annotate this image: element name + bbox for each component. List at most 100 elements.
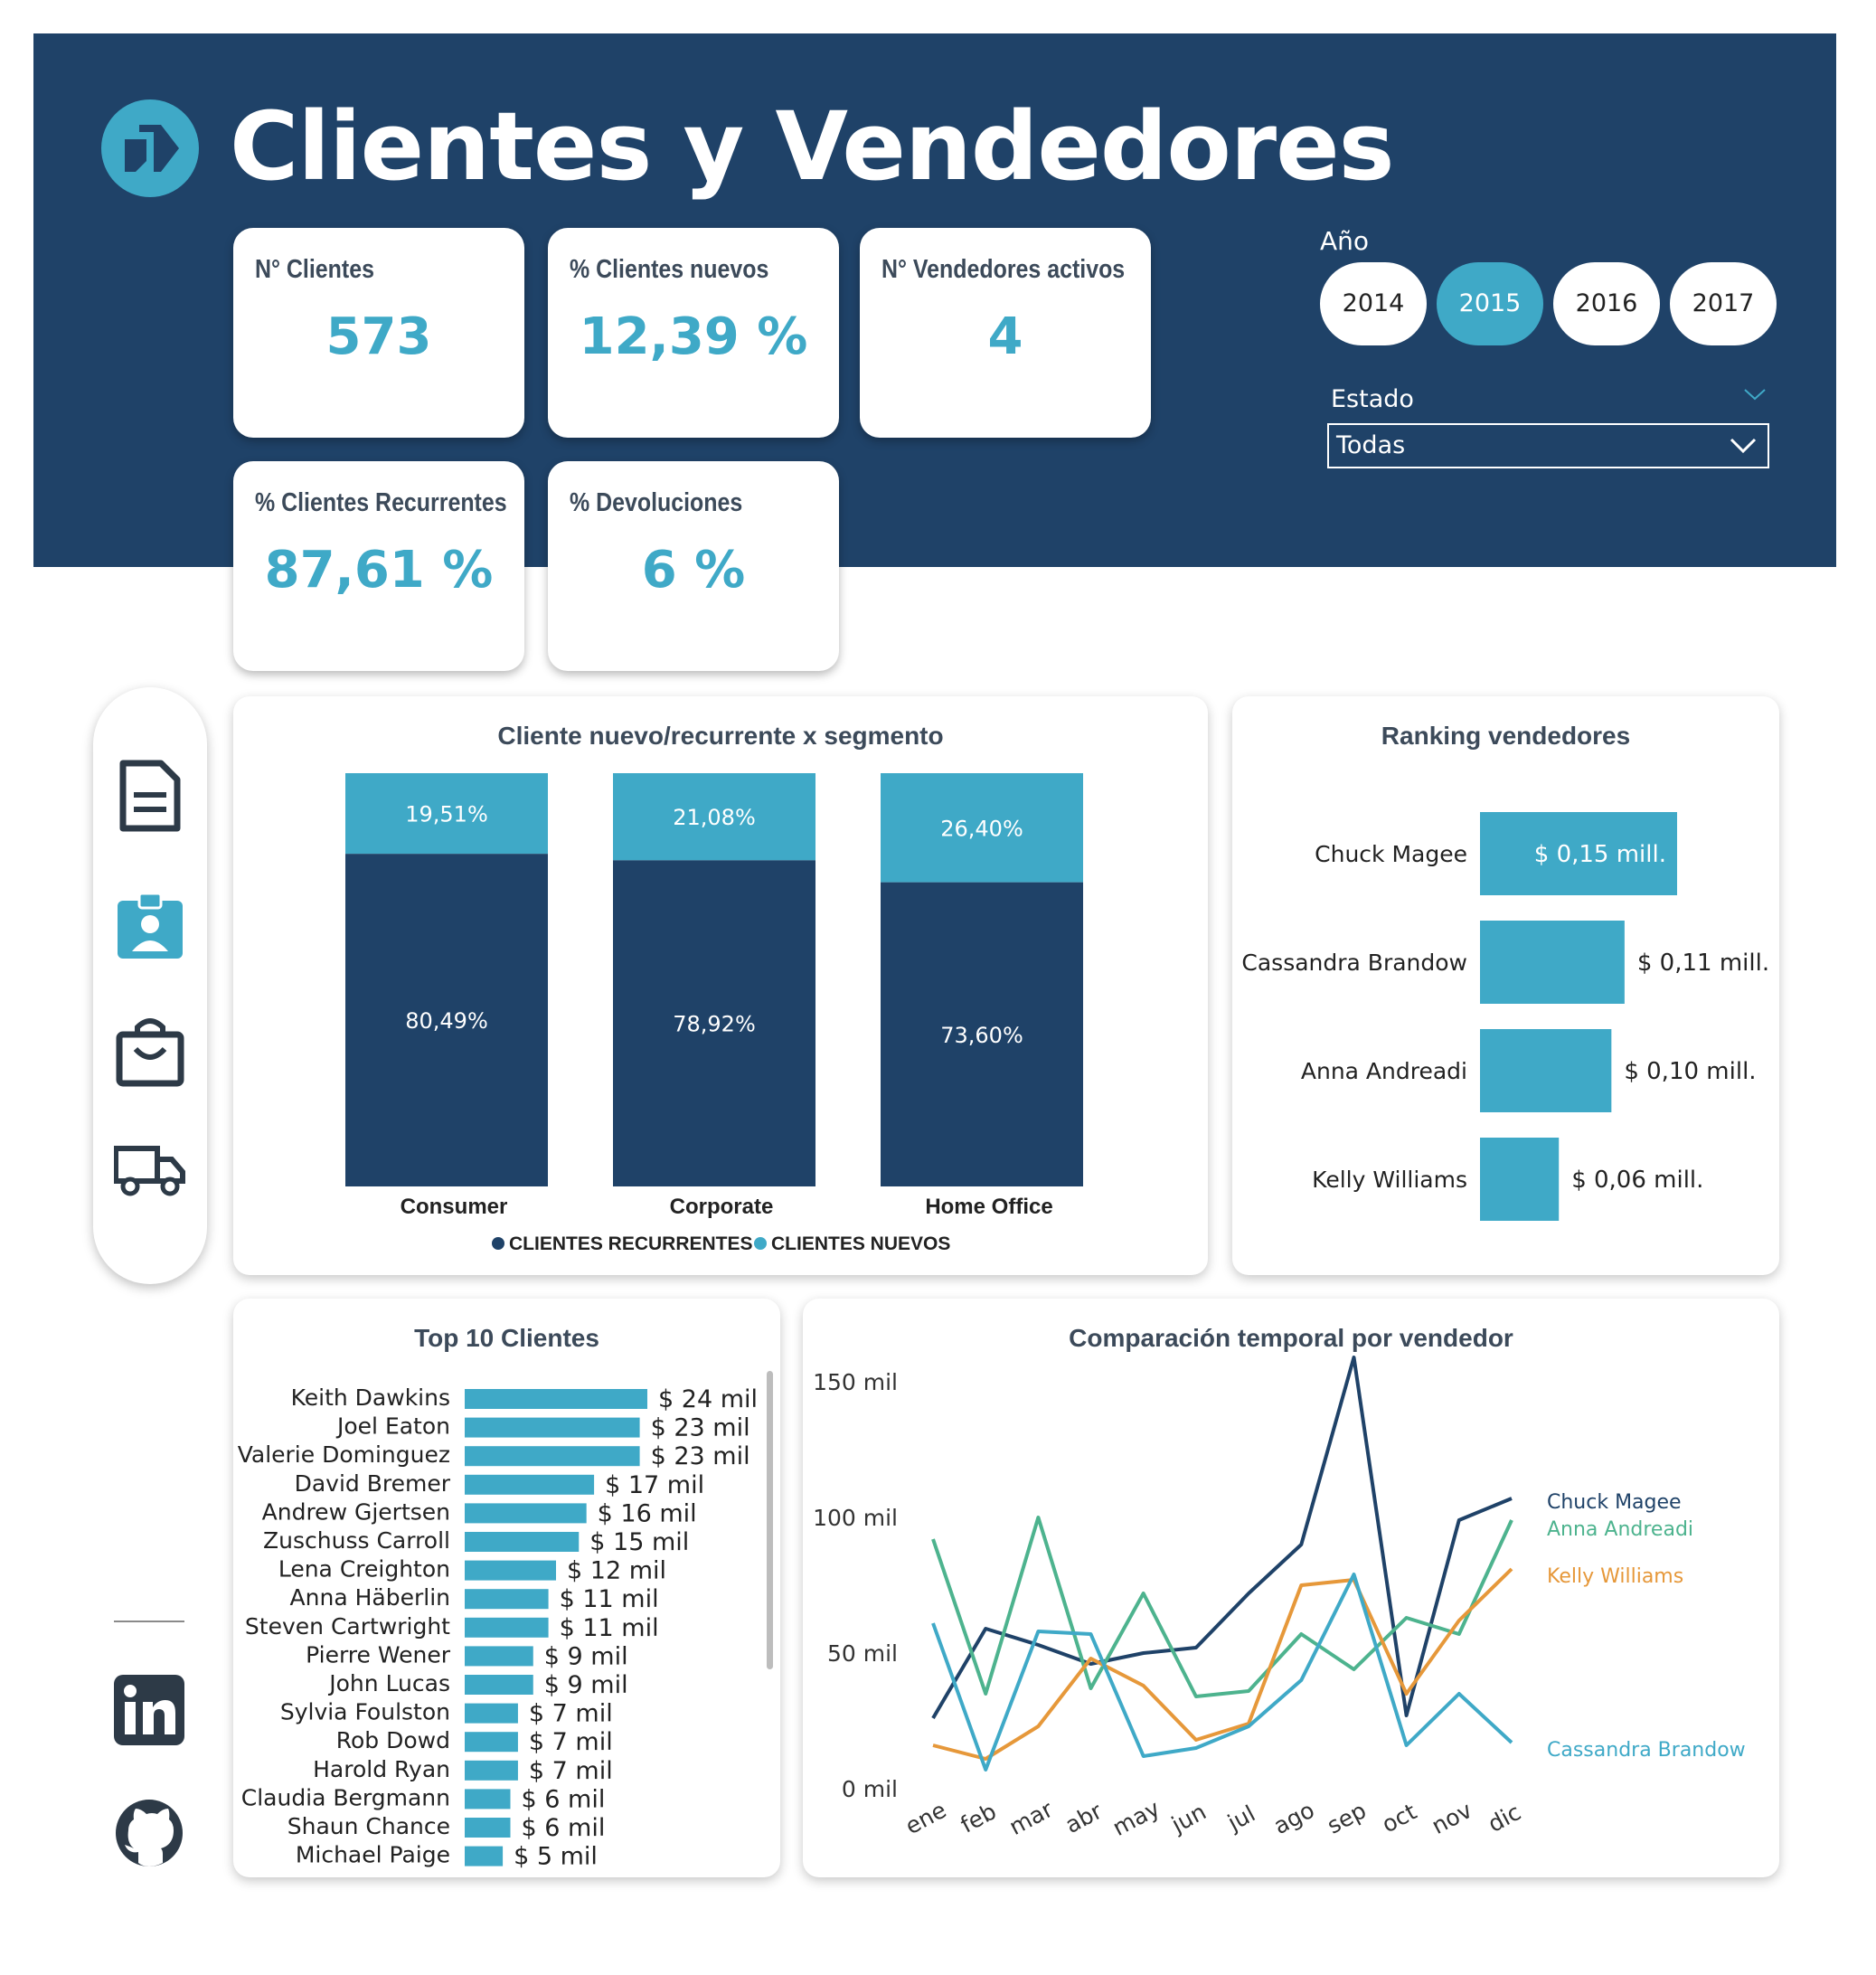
client-name: Keith Dawkins xyxy=(291,1384,450,1411)
client-bar xyxy=(465,1846,504,1866)
shopping-bag-icon[interactable] xyxy=(114,1015,186,1087)
year-filter-label: Año xyxy=(1320,226,1370,256)
client-name: Joel Eaton xyxy=(335,1413,450,1440)
chart-title: Top 10 Clientes xyxy=(414,1324,599,1352)
client-value: $ 7 mil xyxy=(529,1757,613,1785)
client-value: $ 6 mil xyxy=(522,1814,606,1842)
kpi-label: N° Vendedores activos xyxy=(881,255,1126,284)
client-bar xyxy=(465,1617,549,1638)
chart-title: Comparación temporal por vendedor xyxy=(1069,1324,1513,1352)
client-name: Anna Häberlin xyxy=(290,1584,450,1611)
ranking-bar xyxy=(1480,1138,1560,1221)
client-value: $ 16 mil xyxy=(598,1499,697,1527)
client-name: Lena Creighton xyxy=(278,1556,450,1583)
ranking-name: Kelly Williams xyxy=(1312,1167,1467,1193)
top-clients-card: Top 10 Clientes Keith Dawkins $ 24 mil Joe… xyxy=(233,1299,780,1877)
client-value: $ 23 mil xyxy=(651,1442,750,1470)
ranking-value: $ 0,11 mill. xyxy=(1637,950,1769,977)
series-label: Kelly Williams xyxy=(1547,1565,1683,1588)
year-button-2014[interactable]: 2014 xyxy=(1320,262,1427,345)
chevron-down-icon xyxy=(1730,438,1757,454)
truck-icon[interactable] xyxy=(114,1132,186,1205)
ranking-card: Ranking vendedores Chuck Magee $ 0,15 mil… xyxy=(1232,696,1779,1275)
client-name: Claudia Bergmann xyxy=(241,1784,450,1810)
client-value: $ 7 mil xyxy=(529,1700,613,1728)
ranking-name: Anna Andreadi xyxy=(1301,1058,1467,1084)
client-bar xyxy=(465,1589,549,1610)
y-tick-label: 100 mil xyxy=(813,1505,898,1531)
data-label: 26,40% xyxy=(940,816,1023,841)
x-tick-label: abr xyxy=(1061,1798,1107,1838)
badge-icon[interactable] xyxy=(114,888,186,960)
client-value: $ 5 mil xyxy=(514,1843,598,1871)
x-tick-label: sep xyxy=(1323,1797,1371,1838)
x-tick-label: nov xyxy=(1428,1797,1476,1839)
github-icon[interactable] xyxy=(114,1798,184,1868)
category-label: Home Office xyxy=(925,1195,1052,1219)
legend-marker xyxy=(492,1237,504,1250)
kpi-card-clientes: N° Clientes 573 xyxy=(233,228,524,438)
y-tick-label: 50 mil xyxy=(827,1640,898,1667)
kpi-value: 573 xyxy=(325,307,432,366)
bar-clientes-recurrentes xyxy=(345,854,548,1186)
kpi-label: % Devoluciones xyxy=(570,488,743,517)
client-name: Shaun Chance xyxy=(288,1813,450,1839)
client-bar xyxy=(465,1789,511,1810)
series-label: Cassandra Brandow xyxy=(1547,1739,1746,1762)
ranking-bar xyxy=(1480,1029,1612,1112)
estado-selected-value: Todas xyxy=(1336,431,1406,459)
series-line xyxy=(932,1567,1513,1761)
client-value: $ 9 mil xyxy=(544,1671,628,1699)
data-label: 78,92% xyxy=(673,1012,756,1037)
client-name: Harold Ryan xyxy=(313,1756,450,1782)
kpi-card-recurrentes: % Clientes Recurrentes 87,61 % xyxy=(233,461,524,671)
data-label: 19,51% xyxy=(405,802,488,827)
client-bar xyxy=(465,1532,580,1552)
client-name: David Bremer xyxy=(295,1470,451,1497)
sidebar-divider xyxy=(114,1621,184,1622)
kpi-value: 12,39 % xyxy=(579,307,808,366)
x-tick-label: ago xyxy=(1269,1797,1319,1839)
x-tick-label: oct xyxy=(1378,1798,1421,1838)
client-name: Rob Dowd xyxy=(336,1727,450,1753)
category-label: Consumer xyxy=(401,1195,508,1219)
document-icon[interactable] xyxy=(114,760,186,832)
chart-title: Cliente nuevo/recurrente x segmento xyxy=(497,722,944,750)
kpi-label: N° Clientes xyxy=(255,255,374,284)
legend-label: CLIENTES RECURRENTES xyxy=(509,1233,753,1254)
ranking-bar xyxy=(1480,812,1677,895)
legend-label: CLIENTES NUEVOS xyxy=(771,1233,950,1254)
client-bar xyxy=(465,1446,640,1467)
bar-clientes-nuevos xyxy=(613,773,815,861)
ranking-name: Chuck Magee xyxy=(1315,841,1467,867)
data-label: 21,08% xyxy=(673,805,756,830)
bar-clientes-recurrentes xyxy=(881,882,1083,1186)
series-label: Anna Andreadi xyxy=(1547,1518,1693,1541)
collapse-chevron-icon[interactable] xyxy=(1743,387,1767,406)
year-button-2016[interactable]: 2016 xyxy=(1553,262,1660,345)
client-value: $ 7 mil xyxy=(529,1728,613,1756)
kpi-card-vendedores: N° Vendedores activos 4 xyxy=(860,228,1151,438)
series-line xyxy=(931,1356,1513,1720)
client-name: Sylvia Foulston xyxy=(280,1699,450,1725)
scrollbar[interactable] xyxy=(767,1371,773,1669)
estado-select[interactable]: Todas xyxy=(1327,423,1769,468)
series-line xyxy=(931,1516,1513,1698)
x-tick-label: jul xyxy=(1222,1800,1259,1837)
x-tick-label: mar xyxy=(1005,1796,1058,1840)
ranking-bar xyxy=(1480,921,1625,1004)
ranking-bar-chart: Chuck Magee $ 0,15 mill. Cassandra Brandow… xyxy=(1241,812,1769,1221)
linkedin-icon[interactable] xyxy=(114,1675,184,1745)
vendor-line-chart: 0 mil 50 mil 100 mil 150 mil ene feb mar abr may… xyxy=(813,1356,1746,1841)
client-bar xyxy=(465,1760,518,1781)
data-label: 80,49% xyxy=(405,1008,488,1034)
year-button-2017[interactable]: 2017 xyxy=(1670,262,1777,345)
data-label: 73,60% xyxy=(940,1023,1023,1048)
client-name: John Lucas xyxy=(327,1670,450,1696)
client-value: $ 23 mil xyxy=(651,1414,750,1442)
kpi-label: % Clientes Recurrentes xyxy=(255,488,507,517)
client-name: Andrew Gjertsen xyxy=(262,1498,450,1525)
year-button-2015[interactable]: 2015 xyxy=(1437,262,1543,345)
client-name: Zuschuss Carroll xyxy=(263,1527,450,1554)
client-bar xyxy=(465,1474,595,1495)
